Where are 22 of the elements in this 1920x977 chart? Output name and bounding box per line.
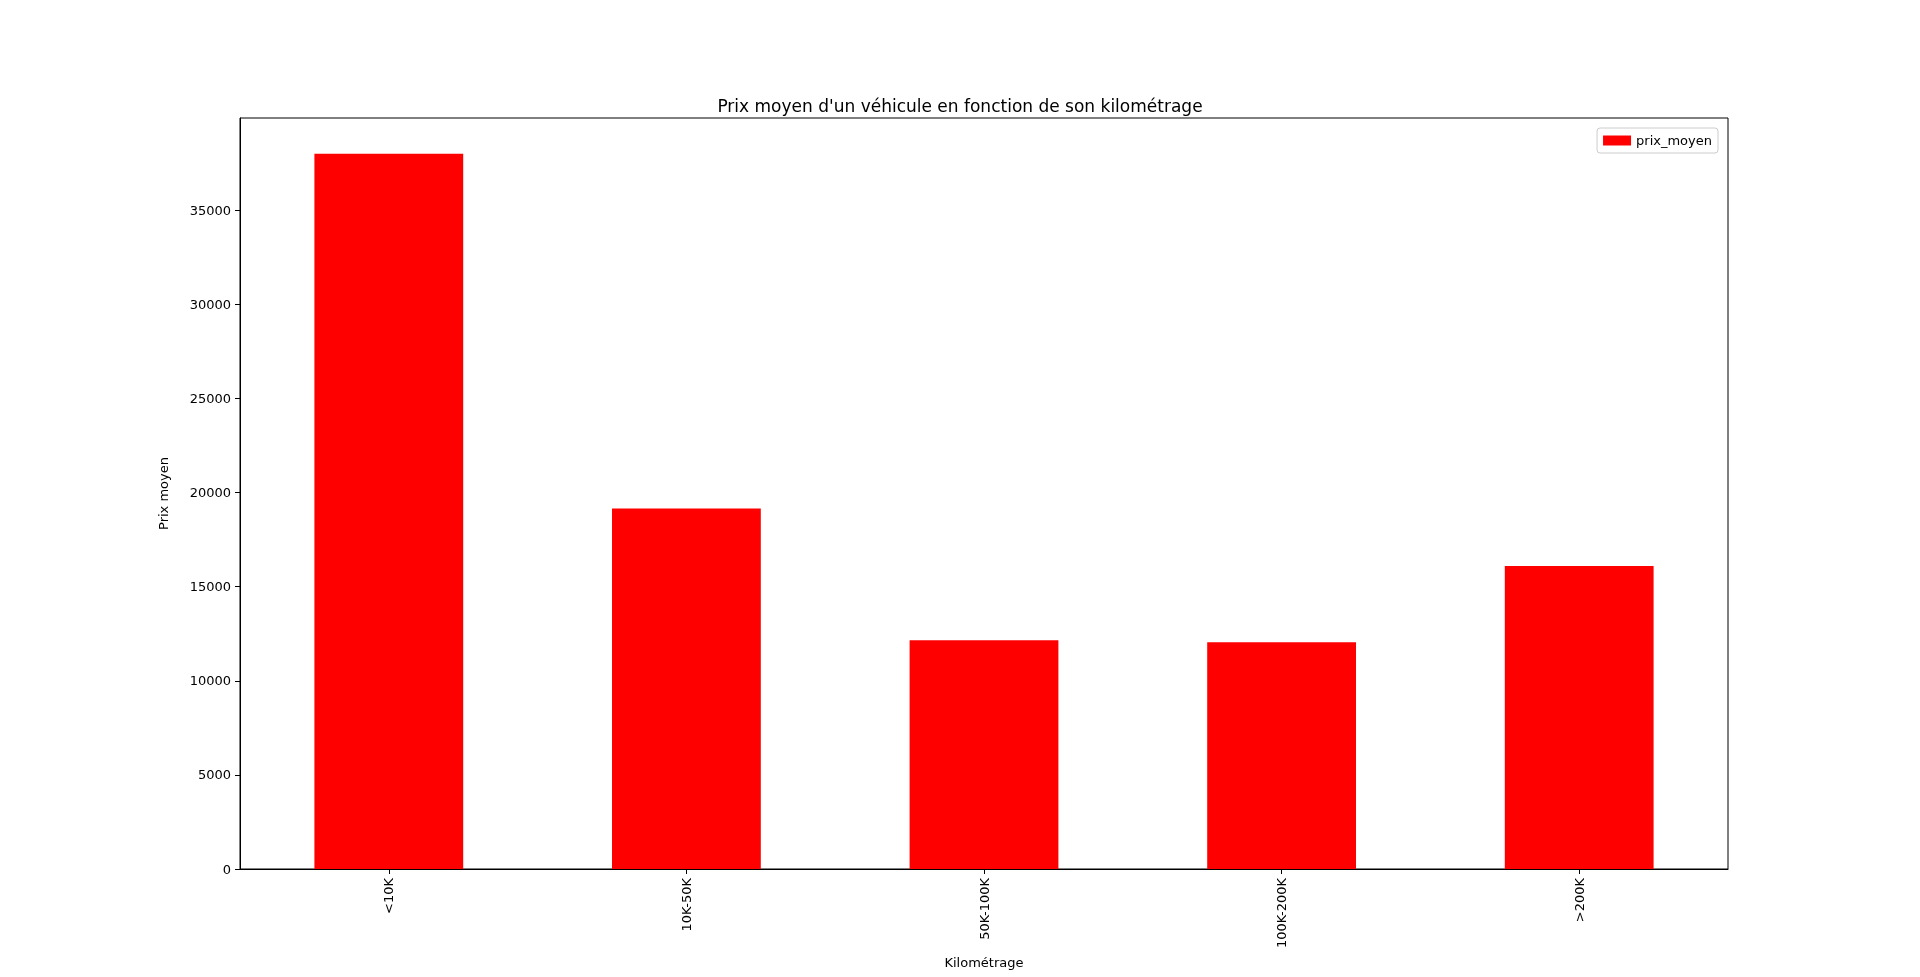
x-tick-label: <10K — [381, 877, 397, 914]
x-tick-label: 100K-200K — [1274, 877, 1290, 949]
x-tick-label: 50K-100K — [976, 877, 992, 940]
y-tick-label: 35000 — [189, 202, 231, 218]
y-tick-label: 25000 — [189, 390, 231, 406]
x-axis-title: Kilométrage — [944, 954, 1024, 970]
chart-title: Prix moyen d'un véhicule en fonction de son kilométrage — [717, 95, 1203, 116]
y-tick-label: 10000 — [189, 673, 231, 689]
y-tick-label: 0 — [222, 861, 231, 877]
bar — [1504, 565, 1654, 869]
bar — [612, 508, 761, 869]
bar — [314, 153, 464, 869]
y-axis-title: Prix moyen — [156, 457, 171, 530]
x-tick-label: >200K — [1571, 877, 1587, 923]
bar — [909, 640, 1059, 869]
y-tick-label: 30000 — [189, 296, 231, 312]
bar — [1207, 642, 1356, 869]
y-tick-label: 15000 — [189, 579, 231, 595]
legend-label: prix_moyen — [1636, 133, 1712, 148]
y-tick-label: 5000 — [197, 767, 231, 783]
x-tick-label: 10K-50K — [678, 877, 694, 932]
y-tick-label: 20000 — [189, 485, 231, 501]
